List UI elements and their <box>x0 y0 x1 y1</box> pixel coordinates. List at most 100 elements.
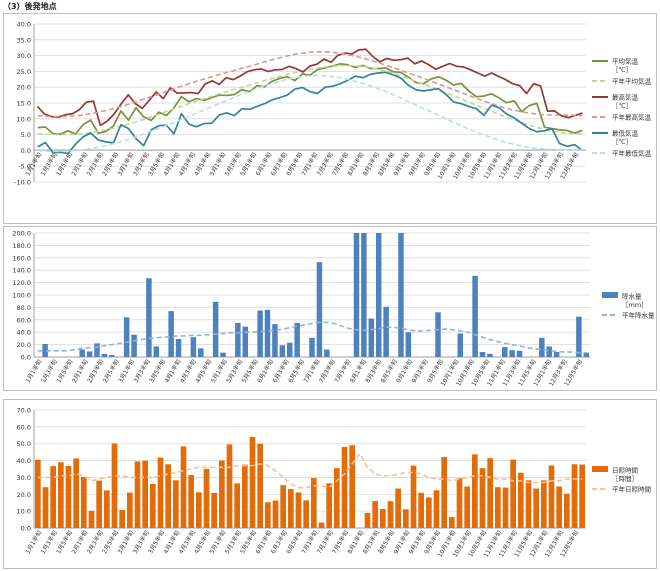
sunshine-bar <box>479 468 486 528</box>
sunshine-bar <box>119 509 126 528</box>
sunshine-bar <box>333 468 340 528</box>
sunshine-bar <box>525 480 532 528</box>
temperature-series-line <box>36 48 583 127</box>
precipitation-bar <box>109 355 115 357</box>
legend-swatch <box>592 466 608 472</box>
sunshine-bar <box>326 483 333 528</box>
sunshine-bar <box>73 458 80 528</box>
sunshine-bar <box>456 478 463 528</box>
sunshine-bar <box>571 464 578 528</box>
y-tick-label: 30.0 <box>17 52 31 60</box>
sunshine-bar <box>494 487 501 528</box>
precipitation-bar <box>309 337 315 357</box>
legend-label: 最低気温 <box>612 129 639 138</box>
sunshine-bar <box>172 480 179 528</box>
sunshine-bar <box>157 457 164 528</box>
y-tick-label: 0.0 <box>21 147 31 155</box>
y-tick-label: 160.0 <box>12 254 31 262</box>
sunshine-bar <box>264 502 271 528</box>
precipitation-bar <box>235 322 241 357</box>
precipitation-bar <box>146 278 152 357</box>
sunshine-bar <box>234 483 241 528</box>
sunshine-bar <box>188 475 195 528</box>
sunshine-bar <box>410 465 417 528</box>
precipitation-bar <box>287 342 293 357</box>
sunshine-bar <box>180 446 187 528</box>
precipitation-bar <box>94 343 100 357</box>
precipitation-bar <box>383 306 389 357</box>
sunshine-bar <box>448 517 455 528</box>
legend-label: 降水量 <box>622 292 642 301</box>
legend-label: 平年平均気温 <box>612 77 652 86</box>
sunshine-bar <box>280 485 287 528</box>
sunshine-bar <box>50 466 57 528</box>
sunshine-bar <box>65 465 72 528</box>
legend-unit: ［℃］ <box>612 138 632 146</box>
temperature-series-line <box>37 51 583 118</box>
sunshine-bar <box>579 464 586 528</box>
y-tick-label: 25.0 <box>17 68 31 76</box>
legend-label: 平均気温 <box>612 57 639 66</box>
precipitation-bar <box>472 275 478 357</box>
page-title: （3）後発地点 <box>3 2 57 11</box>
y-tick-label: 60.0 <box>17 316 31 324</box>
y-tick-label: 15.0 <box>17 100 31 108</box>
y-tick-label: 0.0 <box>21 525 31 533</box>
sunshine-bar <box>402 509 409 528</box>
precipitation-bar <box>294 322 300 357</box>
precipitation-bar <box>487 353 493 357</box>
precipitation-bar <box>220 352 226 357</box>
legend-swatch <box>602 292 618 298</box>
y-tick-label: -5.0 <box>18 163 31 171</box>
sunshine-bar <box>502 487 509 528</box>
sunshine-bar <box>134 461 141 528</box>
sunshine-bar <box>517 472 524 528</box>
y-tick-label: 0.0 <box>21 354 31 362</box>
precipitation-bar <box>375 233 382 357</box>
precipitation-bar <box>583 352 590 357</box>
precipitation-series-line <box>37 321 587 354</box>
temperature-series-line <box>37 71 583 155</box>
precipitation-bar <box>257 310 263 357</box>
sunshine-bar <box>471 454 478 528</box>
sunshine-bar <box>341 446 348 528</box>
sunshine-bar <box>88 510 95 528</box>
sunshine-bar <box>103 490 110 528</box>
precipitation-bar <box>509 350 515 357</box>
legend-label: 平年日照時間 <box>612 485 651 494</box>
sunshine-bar <box>149 484 156 528</box>
sunshine-bar <box>272 500 279 528</box>
sunshine-bar <box>203 468 210 528</box>
sunshine-bar <box>57 462 64 528</box>
y-tick-label: 10.0 <box>17 508 31 516</box>
sunshine-bar <box>372 501 379 528</box>
sunshine-bar <box>510 459 517 528</box>
sunshine-bar <box>349 445 356 528</box>
y-tick-label: 10.0 <box>17 115 31 123</box>
sunshine-bar <box>218 460 225 528</box>
sunshine-chart-panel: 0.0 10.0 20.0 30.0 40.0 50.0 60.0 70.0 1月1半旬 1月3半… <box>3 399 657 569</box>
precipitation-bar <box>539 337 545 357</box>
sunshine-bar <box>249 436 256 528</box>
temperature-series-line <box>37 62 583 136</box>
sunshine-bar <box>165 464 172 528</box>
legend-label: 平年最低気温 <box>612 149 652 158</box>
sunshine-bar <box>395 488 402 528</box>
precipitation-bar <box>479 352 486 357</box>
temperature-series-line <box>37 64 583 136</box>
y-tick-label: 140.0 <box>12 267 31 275</box>
legend-label: 最高気温 <box>612 93 639 102</box>
precipitation-bar <box>546 346 552 357</box>
legend-unit: ［℃］ <box>612 66 632 74</box>
y-tick-label: 80.0 <box>17 304 31 312</box>
sunshine-bar <box>433 490 440 528</box>
sunshine-bar <box>195 492 202 528</box>
temperature-chart-panel: -10.0 -5.0 0.0 5.0 10.0 15.0 20.0 25.0 30.0 35.0 4… <box>3 13 657 224</box>
precipitation-bar <box>42 343 48 357</box>
precipitation-bar <box>198 348 204 357</box>
precipitation-chart-panel: 0.0 20.0 40.0 60.0 80.0 100.0 120.0 140.0 160.0 1… <box>3 226 657 391</box>
sunshine-bar <box>96 480 103 528</box>
precipitation-bar <box>316 262 323 357</box>
y-tick-label: 70.0 <box>17 407 31 415</box>
legend-unit: ［mm］ <box>622 301 648 309</box>
